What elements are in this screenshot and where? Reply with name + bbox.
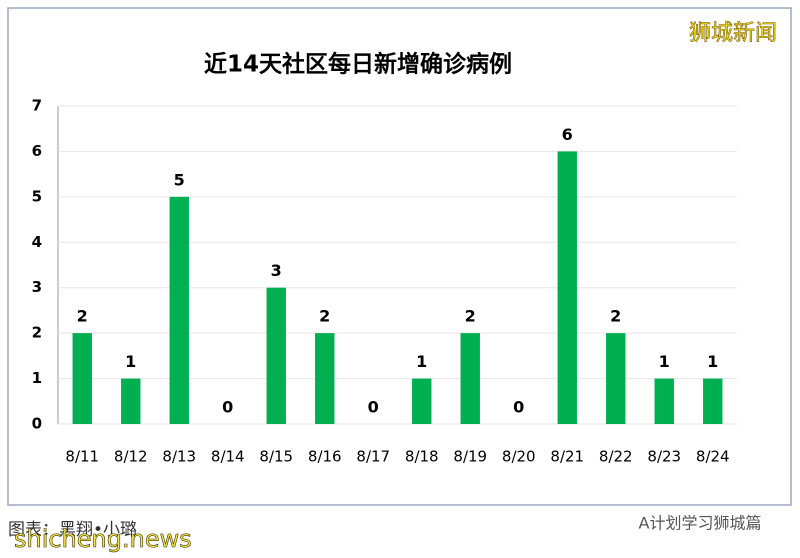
bar xyxy=(460,333,480,424)
bar xyxy=(72,333,92,424)
x-tick-label: 8/14 xyxy=(211,448,245,466)
data-label: 1 xyxy=(659,352,670,371)
x-tick-label: 8/22 xyxy=(599,448,633,466)
x-tick-label: 8/24 xyxy=(696,448,730,466)
y-tick-label: 6 xyxy=(32,142,42,160)
x-tick-label: 8/20 xyxy=(502,448,536,466)
chart-title: 近14天社区每日新增确诊病例 xyxy=(204,51,512,78)
data-label: 0 xyxy=(222,398,233,417)
x-tick-label: 8/19 xyxy=(453,448,487,466)
x-tick-label: 8/21 xyxy=(550,448,584,466)
data-label: 2 xyxy=(319,307,330,326)
bar xyxy=(169,196,189,424)
data-label: 2 xyxy=(77,307,88,326)
data-label: 0 xyxy=(368,398,379,417)
site-watermark: shicheng.news xyxy=(14,525,192,553)
y-tick-label: 3 xyxy=(32,278,42,296)
x-tick-label: 8/23 xyxy=(647,448,681,466)
x-tick-label: 8/12 xyxy=(114,448,148,466)
y-tick-label: 1 xyxy=(32,369,42,387)
bar xyxy=(412,378,432,424)
y-tick-label: 0 xyxy=(32,415,42,433)
bar xyxy=(654,378,674,424)
data-label: 2 xyxy=(465,307,476,326)
data-label: 3 xyxy=(271,261,282,280)
bar xyxy=(703,378,723,424)
bar xyxy=(606,333,626,424)
account-name: A计划学习狮城篇 xyxy=(639,514,762,533)
x-tick-label: 8/13 xyxy=(162,448,196,466)
data-label: 1 xyxy=(707,352,718,371)
x-tick-label: 8/17 xyxy=(356,448,390,466)
data-label: 1 xyxy=(416,352,427,371)
y-tick-label: 4 xyxy=(32,233,42,251)
bar xyxy=(315,333,335,424)
x-tick-label: 8/16 xyxy=(308,448,342,466)
bar xyxy=(266,287,286,424)
x-tick-label: 8/15 xyxy=(259,448,293,466)
chart-frame xyxy=(7,7,792,506)
data-label: 5 xyxy=(174,170,185,189)
credit: 图表：黑翔•小璐 xyxy=(8,520,137,540)
data-label: 2 xyxy=(610,307,621,326)
bar xyxy=(121,378,141,424)
x-tick-label: 8/11 xyxy=(65,448,99,466)
y-tick-label: 5 xyxy=(32,187,42,205)
y-tick-label: 2 xyxy=(32,324,42,342)
x-tick-label: 8/18 xyxy=(405,448,439,466)
data-label: 1 xyxy=(125,352,136,371)
y-tick-label: 7 xyxy=(32,97,42,115)
badge: 狮城新闻 xyxy=(689,21,777,46)
data-label: 0 xyxy=(513,398,524,417)
data-label: 6 xyxy=(562,125,573,144)
bar xyxy=(557,151,577,424)
